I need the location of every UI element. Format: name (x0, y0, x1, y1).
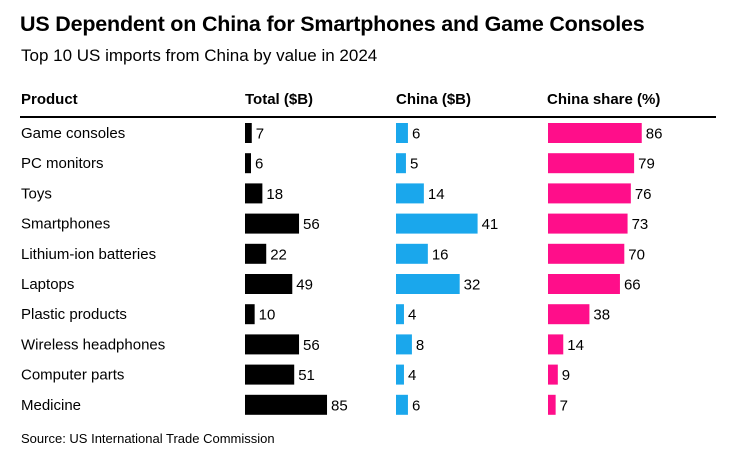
china-bar (396, 243, 428, 264)
total-bar (245, 364, 295, 385)
share-bar (548, 123, 642, 143)
total-bar (245, 123, 252, 143)
share-value-label: 38 (593, 307, 610, 324)
china-value-label: 16 (432, 246, 449, 263)
share-bar (548, 274, 620, 294)
total-value-label: 49 (296, 277, 313, 294)
share-bar (548, 304, 590, 325)
total-bar (245, 213, 300, 234)
china-value-label: 32 (464, 277, 481, 294)
total-value-label: 85 (331, 397, 348, 414)
share-value-label: 70 (628, 246, 645, 263)
row-label: Laptops (21, 276, 74, 293)
total-bar (245, 243, 267, 264)
share-value-label: 7 (560, 397, 568, 414)
total-value-label: 56 (303, 337, 320, 354)
total-value-label: 22 (270, 246, 287, 263)
row-label: Smartphones (21, 216, 110, 233)
column-header-china: China ($B) (396, 91, 471, 108)
china-value-label: 6 (412, 126, 420, 143)
row-label: PC monitors (21, 155, 104, 172)
china-bar (396, 394, 408, 415)
china-value-label: 14 (428, 186, 445, 203)
row-label: Game consoles (21, 125, 125, 142)
share-bar (548, 243, 625, 264)
share-bar (548, 213, 628, 234)
total-value-label: 7 (256, 126, 264, 143)
source-note: Source: US International Trade Commissio… (21, 431, 275, 446)
share-bar (548, 364, 558, 385)
total-value-label: 18 (266, 186, 283, 203)
share-value-label: 76 (635, 186, 652, 203)
china-bar (396, 153, 406, 174)
share-bar (548, 153, 635, 174)
row-label: Computer parts (21, 367, 124, 384)
china-value-label: 6 (412, 397, 420, 414)
share-value-label: 86 (646, 126, 663, 143)
share-value-label: 9 (562, 367, 570, 384)
row-label: Toys (21, 185, 52, 202)
column-header-product: Product (21, 91, 78, 108)
china-bar (396, 183, 424, 204)
column-header-share: China share (%) (547, 91, 661, 108)
share-value-label: 79 (638, 156, 655, 173)
china-bar (396, 213, 478, 234)
china-value-label: 41 (482, 216, 499, 233)
total-bar (245, 394, 328, 415)
column-header-total: Total ($B) (245, 91, 314, 108)
total-bar (245, 304, 255, 325)
chart-title: US Dependent on China for Smartphones an… (20, 12, 645, 36)
share-value-label: 66 (624, 277, 641, 294)
china-bar (396, 274, 460, 294)
china-bar (396, 364, 404, 385)
china-value-label: 4 (408, 307, 416, 324)
china-value-label: 8 (416, 337, 424, 354)
total-bar (245, 153, 251, 174)
total-bar (245, 334, 300, 355)
share-bar (548, 334, 564, 355)
header-rule (20, 116, 716, 118)
total-value-label: 51 (298, 367, 315, 384)
total-bar (245, 183, 263, 204)
total-value-label: 56 (303, 216, 320, 233)
total-bar (245, 274, 293, 294)
total-value-label: 10 (259, 307, 276, 324)
total-value-label: 6 (255, 156, 263, 173)
row-label: Medicine (21, 397, 81, 414)
chart-subtitle: Top 10 US imports from China by value in… (21, 46, 378, 65)
china-bar (396, 304, 404, 325)
china-bar (396, 334, 412, 355)
share-bar (548, 394, 556, 415)
row-label: Plastic products (21, 306, 127, 323)
china-bar (396, 123, 408, 143)
china-value-label: 5 (410, 156, 418, 173)
row-label: Lithium-ion batteries (21, 246, 156, 263)
row-label: Wireless headphones (21, 336, 165, 353)
share-bar (548, 183, 631, 204)
share-value-label: 73 (632, 216, 649, 233)
china-value-label: 4 (408, 367, 416, 384)
share-value-label: 14 (567, 337, 584, 354)
